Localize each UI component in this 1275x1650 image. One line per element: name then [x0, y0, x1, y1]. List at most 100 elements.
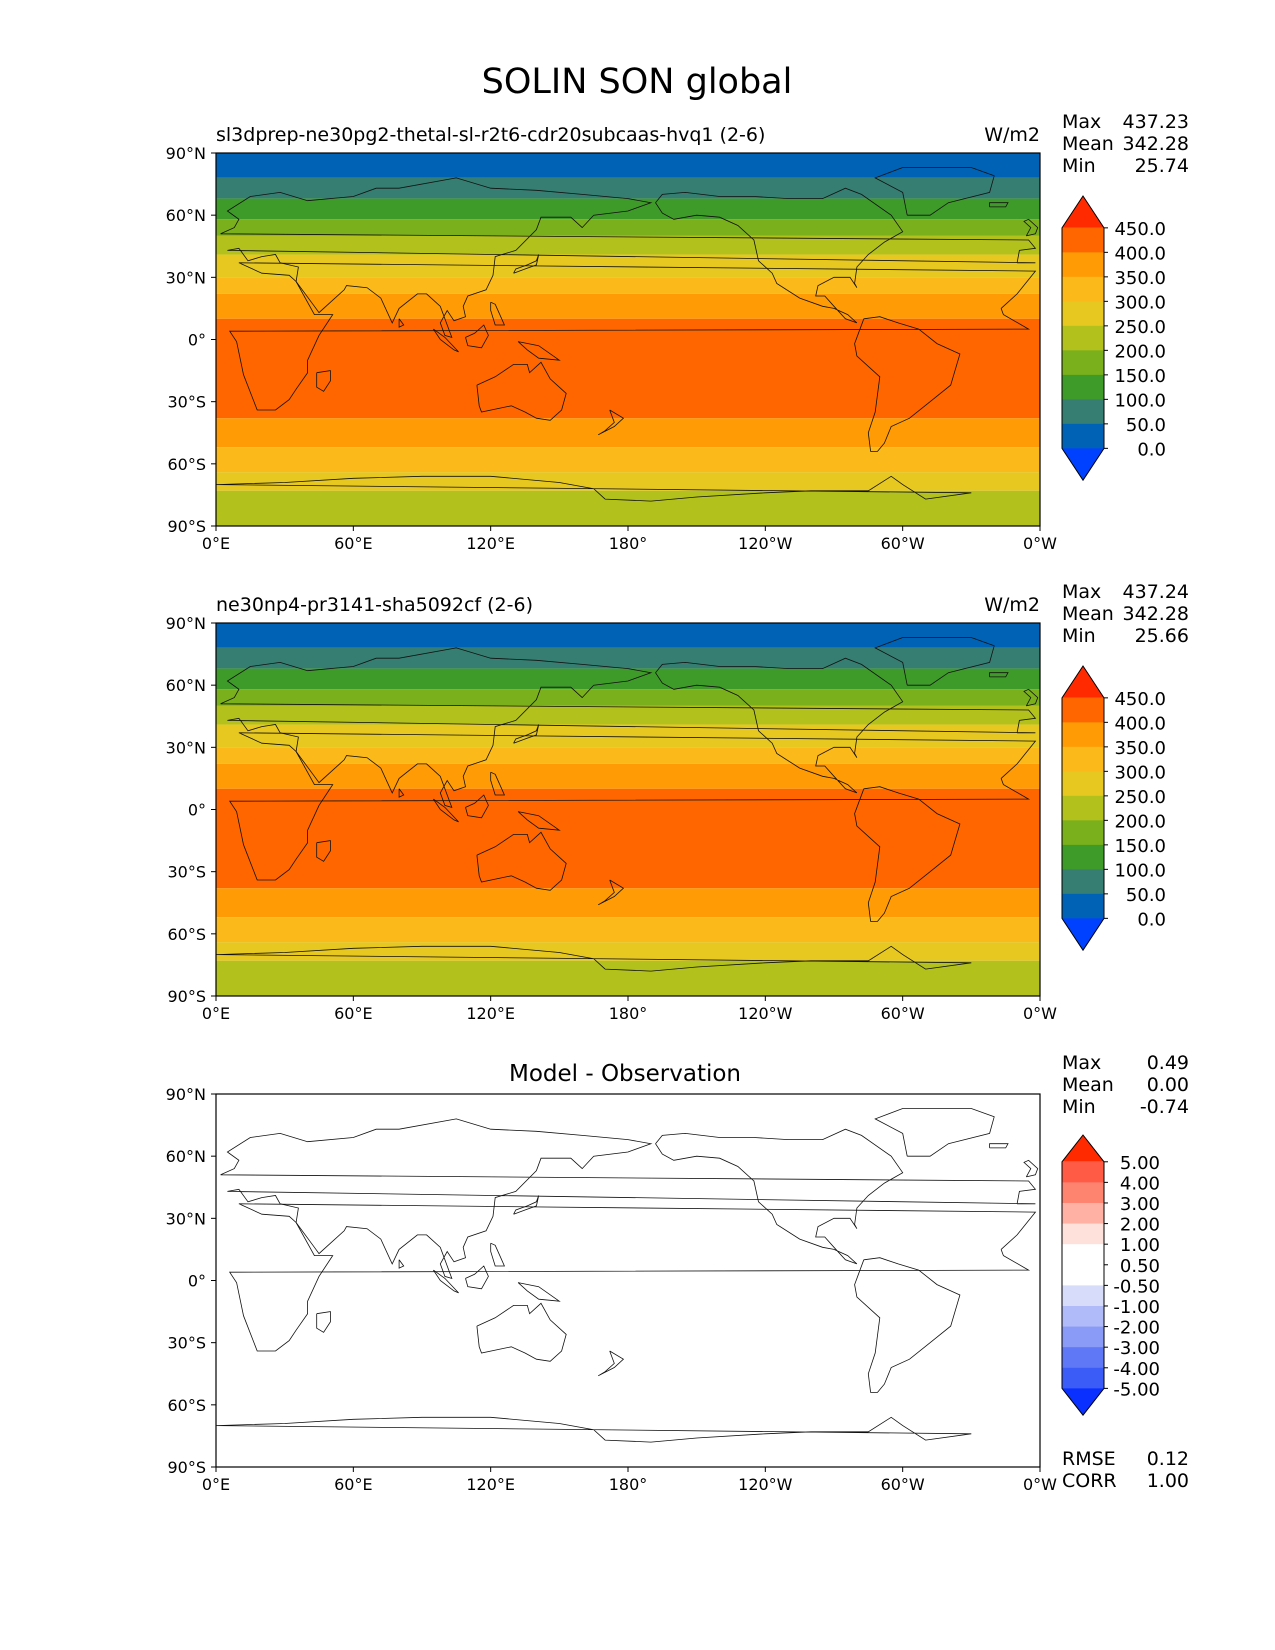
colorbar-segment: [1062, 301, 1104, 327]
difference-field: [216, 1094, 1040, 1467]
zonal-band: [216, 447, 1040, 473]
stat-value: 342.28: [1123, 133, 1189, 155]
coastline: [228, 262, 1037, 411]
colorbar-label: 200.0: [1114, 341, 1166, 362]
colorbar-segment: [1062, 697, 1104, 723]
zonal-band: [216, 418, 1040, 448]
coastline: [989, 1143, 1009, 1149]
zonal-band: [216, 277, 1040, 294]
colorbar-segment: [1062, 374, 1104, 400]
y-tick-label: 60°S: [167, 1396, 206, 1415]
x-tick-label: 60°E: [334, 1475, 372, 1494]
colorbar-segment: [1062, 1367, 1104, 1389]
panel-title: ne30np4-pr3141-sha5092cf (2-6): [216, 594, 533, 616]
stat-value: 25.66: [1135, 625, 1189, 647]
colorbar-segment: [1062, 820, 1104, 846]
coastline: [989, 202, 1009, 208]
x-tick-label: 0°E: [202, 534, 230, 553]
colorbar-label: 5.00: [1120, 1153, 1160, 1174]
colorbar-label: 0.50: [1120, 1256, 1160, 1277]
x-tick-label: 180°: [609, 1475, 648, 1494]
coastline: [316, 370, 331, 392]
stat-label: Mean: [1062, 603, 1114, 625]
colorbar-segment: [1062, 1347, 1104, 1369]
stat-label: Min: [1062, 1096, 1096, 1118]
coastline: [398, 318, 405, 328]
coastline: [216, 945, 972, 972]
y-tick-label: 30°S: [167, 1334, 206, 1353]
coastline: [1023, 218, 1039, 237]
x-tick-label: 60°E: [334, 1004, 372, 1023]
coastline: [490, 1242, 506, 1267]
colorbar-label: 3.00: [1120, 1194, 1160, 1215]
coastline: [316, 840, 331, 862]
coastline: [316, 1311, 331, 1333]
coastline: [228, 1203, 1037, 1352]
x-tick-label: 120°E: [466, 534, 515, 553]
colorbar-extend-min: [1062, 1388, 1104, 1416]
colorbar-segment: [1062, 1285, 1104, 1307]
stat-label: Max: [1062, 111, 1101, 133]
colorbar-extend-min: [1062, 448, 1104, 481]
coastline: [874, 1108, 995, 1157]
colorbar-segment: [1062, 869, 1104, 895]
y-tick-label: 90°S: [167, 1458, 206, 1477]
y-tick-label: 90°N: [166, 614, 206, 633]
colorbar-label: 150.0: [1114, 836, 1166, 857]
y-tick-label: 0°: [188, 331, 206, 350]
zonal-band: [216, 235, 1040, 255]
x-tick-label: 120°E: [466, 1475, 515, 1494]
colorbar-segment: [1062, 1182, 1104, 1204]
colorbar-label: 100.0: [1114, 390, 1166, 411]
coastline: [220, 177, 1037, 339]
colorbar-segment: [1062, 722, 1104, 748]
stat-value: 0.49: [1147, 1052, 1189, 1074]
coastline: [517, 1282, 561, 1302]
y-tick-label: 30°N: [166, 738, 206, 757]
colorbar-segment: [1062, 1223, 1104, 1245]
panel-model-reference: ne30np4-pr3141-sha5092cf (2-6) W/m2 0°E 60°…: [166, 581, 1189, 1023]
coastline: [1023, 1159, 1039, 1178]
figure-title: SOLIN SON global: [482, 62, 793, 102]
colorbar-segment: [1062, 350, 1104, 376]
x-tick-label: 60°W: [881, 534, 925, 553]
coastline: [433, 798, 459, 823]
y-tick-label: 30°N: [166, 1209, 206, 1228]
zonal-band: [216, 490, 1040, 526]
metric-label: RMSE: [1062, 1448, 1116, 1470]
zonal-band: [216, 318, 1040, 419]
x-tick-label: 0°E: [202, 1475, 230, 1494]
zonal-band: [216, 177, 1040, 199]
colorbar-label: 450.0: [1114, 219, 1166, 240]
y-tick-label: 30°S: [167, 863, 206, 882]
y-tick-label: 30°N: [166, 268, 206, 287]
coastline: [597, 409, 625, 436]
colorbar-segment: [1062, 227, 1104, 253]
colorbar-extend-max: [1062, 1135, 1104, 1162]
colorbar-segment: [1062, 844, 1104, 870]
y-tick-label: 60°N: [166, 1147, 206, 1166]
y-tick-label: 60°N: [166, 206, 206, 225]
y-tick-label: 60°S: [167, 455, 206, 474]
stat-label: Min: [1062, 625, 1096, 647]
coastline: [874, 167, 995, 216]
colorbar-label: 400.0: [1114, 243, 1166, 264]
stat-value: 437.24: [1123, 581, 1189, 603]
colorbar-segment: [1062, 276, 1104, 302]
y-tick-label: 0°: [188, 801, 206, 820]
zonal-band: [216, 763, 1040, 789]
coastline: [398, 1259, 405, 1269]
colorbar-segment: [1062, 771, 1104, 797]
coastline: [854, 316, 961, 452]
colorbar-segment: [1062, 325, 1104, 351]
colorbar: 450.0 400.0 350.0 300.0 250.0 200.0 150.0 100.0…: [1061, 665, 1166, 952]
colorbar-label: 50.0: [1126, 415, 1166, 436]
colorbar-label: 300.0: [1114, 292, 1166, 313]
units-label: W/m2: [984, 594, 1040, 616]
coastline: [476, 831, 567, 891]
coastline: [476, 361, 567, 421]
y-tick-label: 90°N: [166, 144, 206, 163]
panel-difference: Model - Observation 0°E 60°E 120°E 180° 120°W…: [166, 1052, 1189, 1494]
y-tick-label: 0°: [188, 1272, 206, 1291]
metric-value: 1.00: [1147, 1470, 1189, 1492]
